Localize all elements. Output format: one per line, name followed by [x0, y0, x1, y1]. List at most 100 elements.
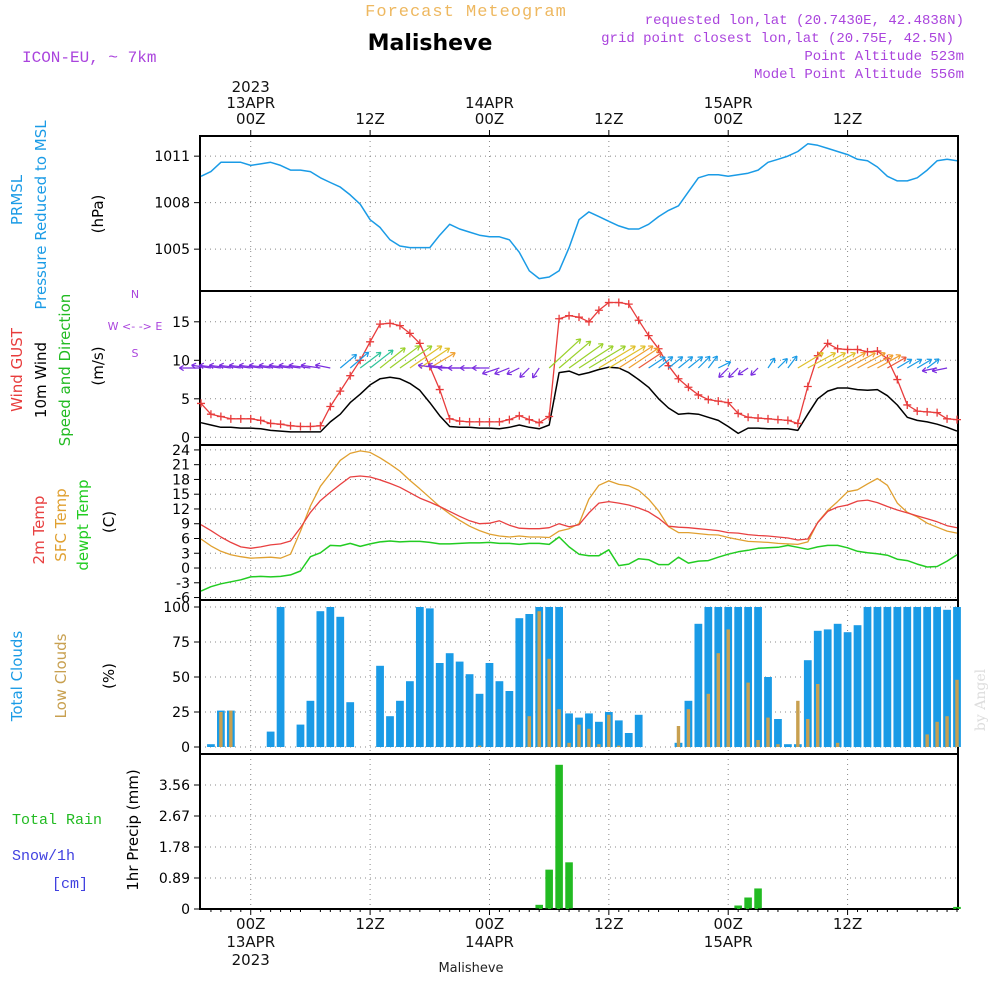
cloud-total-bar [923, 607, 932, 747]
wind-arrow [359, 351, 382, 369]
gust-marker [545, 412, 554, 421]
wind-arrow-head [450, 352, 456, 358]
wind-arrow-head [459, 364, 465, 372]
gust-marker [226, 414, 235, 423]
cloud-title-total: Total Clouds [8, 631, 26, 723]
cloud-low-bar [557, 709, 561, 747]
wind-arrow [548, 338, 582, 369]
cloud-low-bar [935, 721, 939, 747]
x-tick-label-top: 2023 [232, 78, 270, 96]
cloud-low-bar [706, 693, 711, 747]
cloud-total-bar [774, 719, 782, 747]
wind-arrow [648, 356, 666, 369]
y-tick-label: 12 [172, 502, 190, 518]
wind-arrow-head [901, 356, 907, 362]
gust-marker [515, 411, 524, 420]
cloud-total-bar [346, 702, 355, 747]
meteogram-subtitle: Forecast Meteogram [365, 3, 567, 22]
rain-bar [744, 897, 752, 909]
cloud-low-bar [756, 740, 760, 747]
temp-title-sfc: SFC Temp [52, 488, 70, 561]
y-tick-label: 21 [172, 458, 190, 474]
wind-arrow-head [426, 345, 433, 351]
panel-frame-rain [199, 753, 959, 910]
footer-location: Malisheve [438, 961, 503, 976]
gust-marker [565, 311, 574, 320]
gust-marker [236, 414, 245, 423]
wind-ylabel: (m/s) [89, 346, 107, 385]
wind-arrow-head [585, 340, 592, 347]
wind-arrow [737, 367, 749, 376]
rain-title: Total Rain [12, 812, 102, 829]
gust-marker [356, 356, 365, 365]
wind-title-dir: Speed and Direction [56, 294, 74, 447]
cloud-total-bar [316, 611, 325, 747]
cloud-low-bar [567, 742, 571, 747]
gust-marker [445, 414, 454, 423]
wind-arrow-head [916, 358, 923, 365]
wind-arrow-head [506, 369, 512, 376]
x-tick-label-top: 13APR [226, 94, 275, 112]
cloud-total-bar [863, 607, 872, 747]
wind-arrow-head [934, 358, 940, 364]
wind-arrow-head [850, 351, 856, 358]
wind-arrow-head [840, 351, 846, 358]
gust-marker [773, 415, 782, 424]
gust-marker [783, 416, 792, 425]
cloud-total-bar [396, 700, 404, 747]
cloud-total-bar [326, 607, 335, 747]
wind-arrow-head [375, 351, 382, 358]
y-tick-label: 18 [172, 472, 190, 488]
wind-arrow [288, 364, 311, 369]
watermark: by Angel [973, 668, 989, 731]
gust-marker [306, 422, 315, 431]
cloud-total-bar [495, 681, 504, 747]
wind-arrow-head [647, 345, 654, 351]
cloud-total-bar [784, 744, 792, 747]
wind-arrow [339, 353, 357, 369]
requested-coords: requested lon,lat (20.7430E, 42.4838N) [645, 13, 964, 29]
y-tick-label: 50 [172, 670, 190, 686]
gust-marker [704, 395, 713, 404]
cloud-total-bar [754, 607, 762, 747]
y-tick-label: 1008 [154, 196, 190, 212]
gust-marker [903, 400, 912, 409]
cloud-total-bar [425, 608, 434, 747]
cloud-total-bar [406, 681, 414, 747]
cloud-low-bar [219, 712, 223, 747]
gust-marker [376, 320, 385, 329]
cloud-total-bar [803, 660, 812, 747]
rain-bar [555, 764, 563, 909]
wind-arrow [300, 364, 321, 369]
rain-bar [565, 862, 573, 909]
y-tick-label: -3 [176, 576, 190, 592]
x-tick-label-bottom: 2023 [232, 951, 270, 969]
gust-marker [485, 417, 494, 426]
wind-arrow [409, 345, 443, 369]
wind-title-speed: 10m Wind [32, 342, 50, 418]
gust-marker [366, 337, 375, 346]
wind-arrow [519, 367, 530, 378]
cloud-low-bar [766, 717, 770, 747]
y-tick-label: 2.67 [159, 809, 190, 825]
wind-arrow [897, 358, 913, 369]
cloud-total-bar [485, 663, 494, 747]
wind-arrow [389, 345, 420, 369]
rain-bar [953, 906, 961, 909]
wind-speed-line [200, 366, 958, 435]
wind-arrow-head [436, 345, 443, 351]
x-tick-label-top: 00Z [236, 110, 265, 128]
y-tick-label: 6 [181, 531, 190, 547]
y-tick-label: 1011 [154, 149, 190, 165]
gust-marker [535, 418, 544, 427]
wind-arrow [777, 358, 788, 369]
wind-arrow [817, 352, 846, 369]
cloud-total-bar [266, 731, 275, 747]
gust-marker [953, 415, 962, 424]
gust-marker [634, 316, 643, 325]
cloud-total-bar [823, 629, 832, 747]
wind-arrow [419, 347, 450, 369]
wind-arrow [697, 355, 711, 369]
cloud-low-bar [577, 724, 581, 747]
